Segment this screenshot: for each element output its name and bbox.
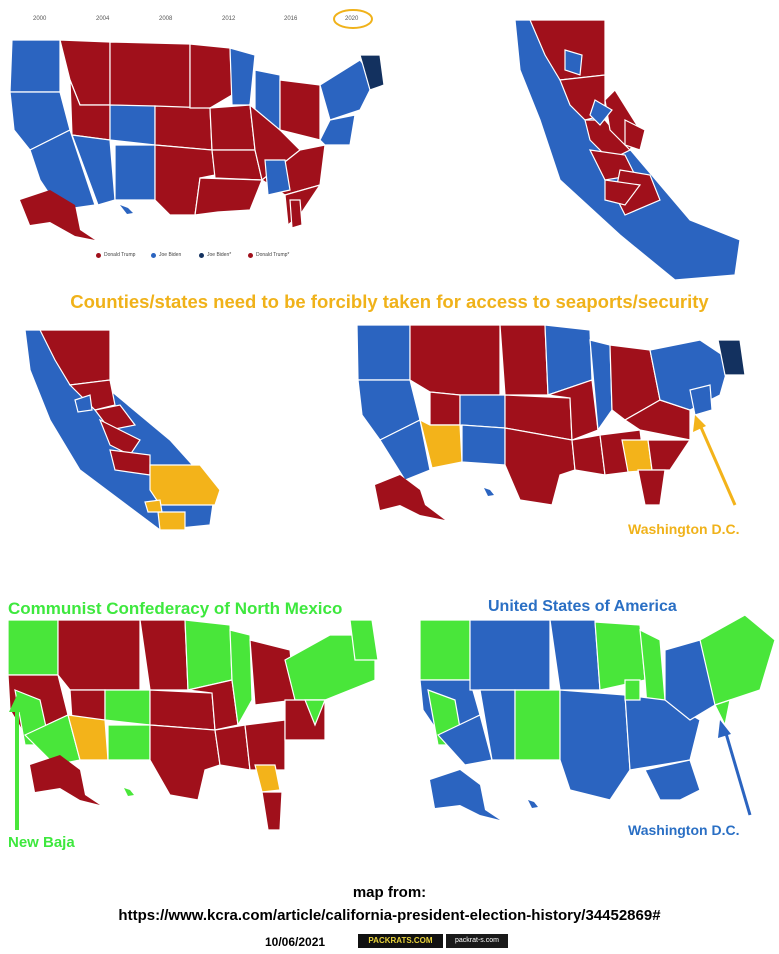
packrats-badge[interactable]: PACKRATS.COM bbox=[358, 934, 443, 948]
alaska-map1 bbox=[20, 190, 95, 240]
california-map-2020 bbox=[514, 19, 741, 281]
legend-dot-icon bbox=[248, 252, 253, 258]
legend-item-biden: Joe Biden bbox=[151, 252, 181, 258]
hawaii-map6 bbox=[528, 800, 538, 808]
selected-year-circle bbox=[333, 9, 373, 29]
hawaii-map5 bbox=[124, 788, 134, 796]
label-dc-bottom: Washington D.C. bbox=[628, 822, 740, 838]
legend-label: Joe Biden bbox=[159, 252, 182, 258]
legend-dot-icon bbox=[199, 252, 204, 258]
hawaii-map4 bbox=[484, 488, 494, 496]
year-2008[interactable]: 2008 bbox=[159, 16, 173, 22]
us-map-modified bbox=[356, 324, 746, 506]
dc-arrow-bottom bbox=[723, 729, 752, 816]
year-2020-selected[interactable]: 2020 bbox=[345, 16, 359, 22]
hawaii-map1 bbox=[120, 205, 133, 214]
legend: Donald Trump Joe Biden Joe Biden* Donald… bbox=[96, 252, 326, 262]
alaska-map5 bbox=[30, 755, 100, 805]
dc-arrow-bottom-head bbox=[718, 720, 731, 738]
year-2004[interactable]: 2004 bbox=[96, 16, 110, 22]
footer-source-url[interactable]: https://www.kcra.com/article/california-… bbox=[118, 907, 661, 924]
legend-item-trump: Donald Trump bbox=[96, 252, 135, 258]
north-mexico-map bbox=[7, 619, 379, 831]
alaska-map6 bbox=[430, 770, 500, 820]
footer-source-label: map from: bbox=[352, 884, 427, 901]
us-map-2020 bbox=[9, 39, 385, 229]
dc-arrow-top-head bbox=[693, 415, 706, 432]
footer-date: 10/06/2021 bbox=[265, 935, 326, 949]
legend-label: Donald Trump bbox=[104, 252, 136, 258]
year-selector: 2000 2004 2008 2012 2016 2020 bbox=[30, 14, 390, 28]
legend-label: Joe Biden* bbox=[207, 252, 232, 258]
label-dc-top: Washington D.C. bbox=[628, 521, 740, 537]
label-usa: United States of America bbox=[488, 598, 677, 615]
dc-arrow-top bbox=[698, 424, 737, 506]
year-2000[interactable]: 2000 bbox=[33, 16, 47, 22]
alaska-map4 bbox=[375, 475, 445, 520]
year-2012[interactable]: 2012 bbox=[222, 16, 236, 22]
legend-item-biden-star: Joe Biden* bbox=[199, 252, 231, 258]
label-north-mexico: Communist Confederacy of North Mexico bbox=[8, 599, 343, 618]
legend-item-trump-star: Donald Trump* bbox=[248, 252, 289, 258]
legend-label: Donald Trump* bbox=[256, 252, 290, 258]
headline: Counties/states need to be forcibly take… bbox=[70, 291, 709, 312]
packrats-site-badge[interactable]: packrat-s.com bbox=[446, 934, 508, 948]
california-map-modified bbox=[24, 329, 221, 531]
legend-dot-icon bbox=[151, 252, 156, 258]
usa-map bbox=[419, 614, 776, 801]
year-2016[interactable]: 2016 bbox=[284, 16, 298, 22]
new-baja-arrow-head bbox=[9, 695, 25, 712]
label-new-baja: New Baja bbox=[8, 834, 75, 851]
legend-dot-icon bbox=[96, 252, 101, 258]
